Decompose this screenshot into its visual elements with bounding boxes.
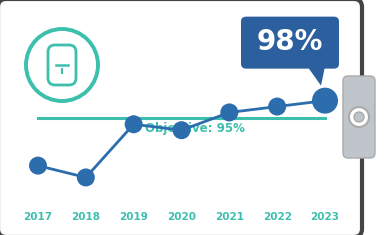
FancyBboxPatch shape: [343, 76, 375, 158]
Circle shape: [312, 88, 338, 114]
Circle shape: [29, 157, 47, 175]
Circle shape: [77, 168, 95, 186]
Circle shape: [220, 103, 238, 121]
Text: 2020: 2020: [167, 212, 196, 222]
Text: 98%: 98%: [257, 28, 323, 56]
Text: 2017: 2017: [23, 212, 53, 222]
FancyBboxPatch shape: [241, 17, 339, 69]
Circle shape: [26, 29, 98, 101]
Circle shape: [125, 115, 143, 133]
Text: 2021: 2021: [215, 212, 244, 222]
Circle shape: [354, 112, 364, 122]
Text: 2018: 2018: [71, 212, 100, 222]
Text: 2022: 2022: [263, 212, 292, 222]
Polygon shape: [304, 62, 326, 86]
FancyBboxPatch shape: [0, 0, 362, 235]
Text: 2023: 2023: [310, 212, 340, 222]
Circle shape: [172, 121, 190, 139]
Circle shape: [349, 107, 369, 127]
Circle shape: [268, 98, 286, 116]
Text: Objective: 95%: Objective: 95%: [145, 122, 245, 135]
Text: 2019: 2019: [119, 212, 148, 222]
